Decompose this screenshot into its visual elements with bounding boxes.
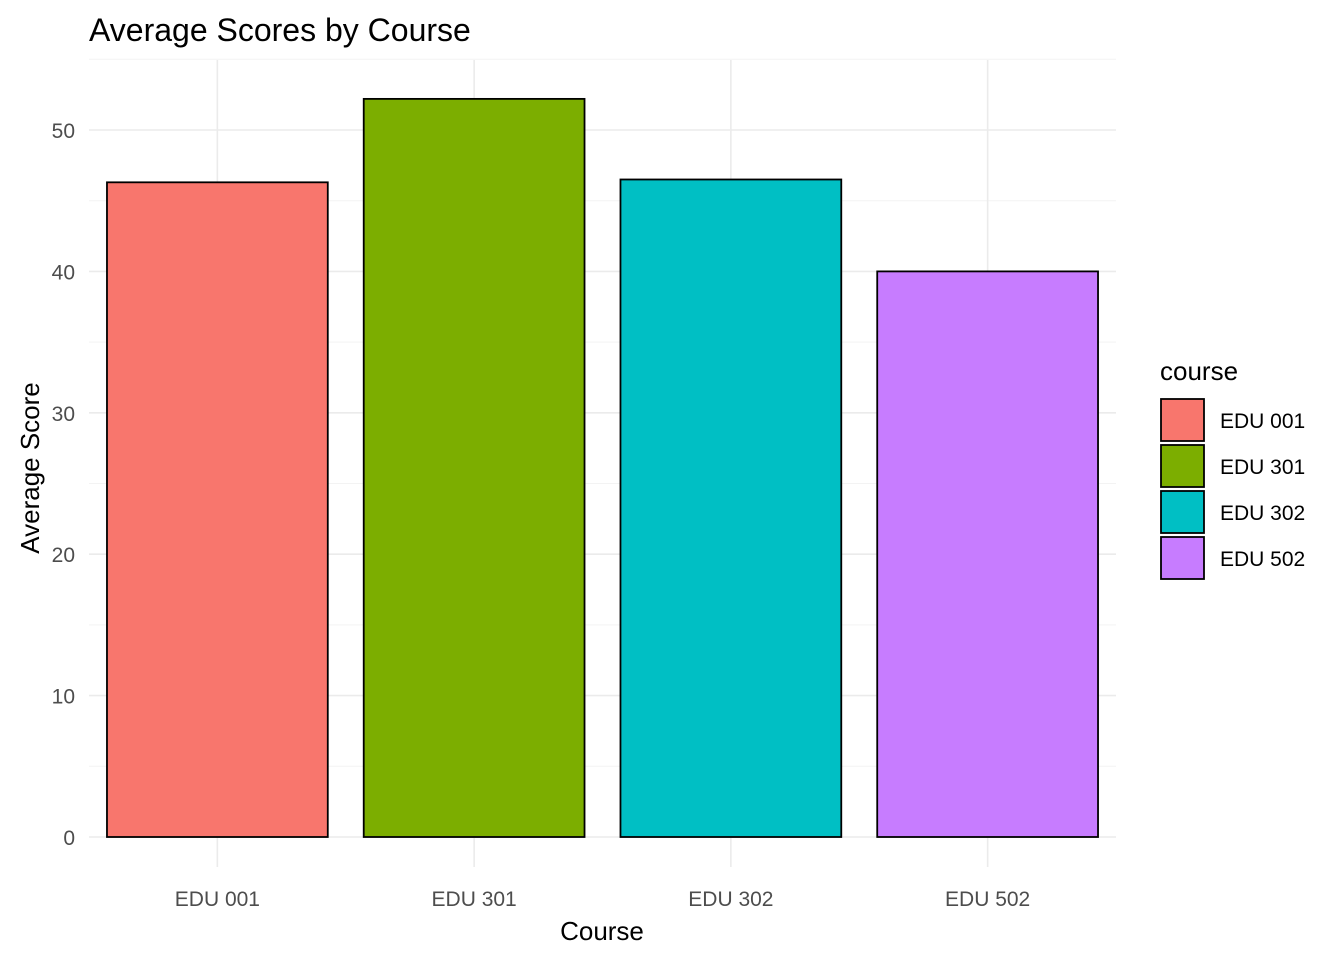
bar-edu-301 (362, 97, 586, 838)
y-tick-label: 10 (52, 686, 75, 709)
legend-title: course (1160, 356, 1238, 386)
x-tick-label: EDU 302 (688, 888, 773, 911)
y-tick-label: 30 (52, 403, 75, 426)
x-tick-label: EDU 301 (432, 888, 517, 911)
bar-edu-302 (619, 178, 843, 838)
legend-key (1160, 536, 1205, 580)
y-axis-title: Average Score (15, 382, 45, 554)
chart-title: Average Scores by Course (89, 12, 471, 48)
bar-edu-502 (876, 270, 1099, 838)
x-tick-label: EDU 001 (175, 888, 260, 911)
legend: course EDU 001 EDU 301 EDU 302 EDU 502 (1160, 356, 1305, 580)
legend-label: EDU 301 (1220, 456, 1305, 479)
x-axis-title: Course (560, 916, 644, 946)
y-tick-label: 50 (52, 120, 75, 143)
legend-key (1160, 490, 1205, 534)
y-tick-label: 20 (52, 544, 75, 567)
x-axis-ticks: EDU 001 EDU 301 EDU 302 EDU 502 (175, 888, 1030, 911)
legend-key (1160, 398, 1205, 442)
y-tick-label: 0 (63, 827, 75, 850)
legend-label: EDU 502 (1220, 548, 1305, 571)
y-axis-ticks: 0 10 20 30 40 50 (52, 120, 75, 850)
bar-edu-001 (106, 181, 329, 838)
y-tick-label: 40 (52, 261, 75, 284)
x-tick-label: EDU 502 (945, 888, 1030, 911)
legend-label: EDU 001 (1220, 410, 1305, 433)
legend-label: EDU 302 (1220, 502, 1305, 525)
bars (106, 97, 1099, 838)
legend-key (1160, 444, 1205, 488)
